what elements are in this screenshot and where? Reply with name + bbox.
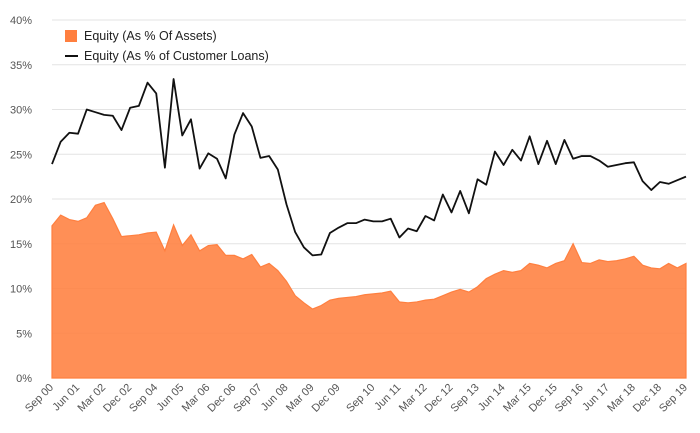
- x-tick-label: Sep 10: [344, 382, 377, 415]
- area-series-group: [51, 201, 687, 379]
- y-tick-label: 40%: [10, 15, 32, 27]
- x-tick-label: Dec 09: [310, 382, 343, 415]
- series-line-equity-loans: [51, 78, 687, 257]
- y-tick-label: 15%: [10, 239, 32, 251]
- legend: Equity (As % Of Assets) Equity (As % of …: [65, 29, 269, 63]
- y-tick-label: 10%: [10, 284, 32, 296]
- y-tick-label: 5%: [16, 328, 32, 340]
- legend-label-equity-assets: Equity (As % Of Assets): [84, 29, 217, 43]
- y-tick-label: 30%: [10, 105, 32, 117]
- y-tick-label: 35%: [10, 60, 32, 72]
- x-tick-label: Sep 13: [449, 382, 482, 415]
- legend-label-equity-loans: Equity (As % of Customer Loans): [84, 49, 269, 63]
- x-tick-label: Sep 16: [553, 382, 586, 415]
- x-tick-label: Sep 07: [231, 382, 264, 415]
- y-tick-label: 20%: [10, 194, 32, 206]
- line-series-group: [51, 78, 687, 257]
- x-tick-label: Sep 19: [657, 382, 690, 415]
- x-tick-label: Sep 04: [127, 382, 160, 415]
- y-tick-label: 0%: [16, 373, 32, 385]
- x-tick-label: Sep 00: [23, 382, 56, 415]
- series-area-equity-assets: [51, 201, 687, 379]
- y-tick-label: 25%: [10, 149, 32, 161]
- legend-swatch-equity-assets: [65, 30, 77, 42]
